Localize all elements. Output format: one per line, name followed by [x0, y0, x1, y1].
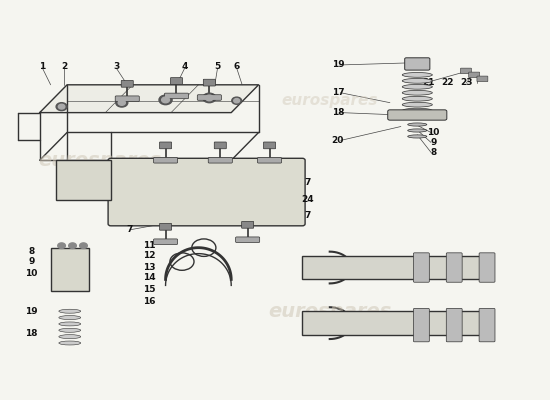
Text: 23: 23 — [460, 78, 473, 87]
Ellipse shape — [59, 335, 81, 339]
Text: 4: 4 — [182, 62, 188, 72]
Circle shape — [203, 93, 216, 103]
FancyBboxPatch shape — [414, 253, 430, 282]
Text: 14: 14 — [143, 273, 156, 282]
Text: eurospares: eurospares — [282, 93, 378, 108]
FancyBboxPatch shape — [214, 142, 226, 149]
Circle shape — [118, 100, 125, 105]
FancyBboxPatch shape — [164, 93, 189, 99]
FancyBboxPatch shape — [469, 72, 480, 78]
Circle shape — [58, 243, 65, 248]
FancyBboxPatch shape — [477, 76, 488, 82]
FancyBboxPatch shape — [446, 253, 462, 282]
Text: 18: 18 — [332, 108, 344, 117]
Text: 12: 12 — [143, 251, 156, 260]
Circle shape — [116, 98, 128, 107]
Text: 10: 10 — [427, 128, 440, 137]
FancyBboxPatch shape — [479, 253, 495, 282]
Ellipse shape — [402, 84, 432, 89]
FancyBboxPatch shape — [204, 79, 216, 86]
Text: 7: 7 — [127, 225, 133, 234]
Ellipse shape — [402, 72, 432, 77]
FancyBboxPatch shape — [153, 239, 178, 244]
FancyBboxPatch shape — [257, 158, 282, 163]
Polygon shape — [302, 256, 483, 280]
Text: 5: 5 — [214, 62, 221, 72]
FancyBboxPatch shape — [197, 95, 221, 100]
Text: 3: 3 — [113, 62, 119, 72]
Text: 17: 17 — [332, 88, 344, 97]
FancyBboxPatch shape — [108, 158, 305, 226]
Ellipse shape — [408, 129, 427, 132]
Text: 8: 8 — [29, 247, 35, 256]
Ellipse shape — [59, 328, 81, 332]
Text: 19: 19 — [25, 307, 38, 316]
FancyBboxPatch shape — [263, 142, 276, 149]
FancyBboxPatch shape — [446, 308, 462, 342]
FancyBboxPatch shape — [414, 308, 430, 342]
Circle shape — [80, 243, 87, 248]
Text: 1: 1 — [39, 62, 46, 72]
Text: 16: 16 — [143, 297, 156, 306]
Circle shape — [234, 98, 240, 103]
Text: 22: 22 — [441, 78, 454, 87]
FancyBboxPatch shape — [460, 68, 471, 74]
Circle shape — [159, 95, 172, 105]
Polygon shape — [56, 160, 111, 200]
Text: 21: 21 — [422, 78, 435, 87]
Ellipse shape — [408, 135, 427, 138]
FancyBboxPatch shape — [405, 58, 430, 70]
Ellipse shape — [402, 78, 432, 83]
Text: 7: 7 — [305, 211, 311, 220]
Ellipse shape — [402, 108, 432, 113]
FancyBboxPatch shape — [241, 222, 254, 228]
Text: 11: 11 — [143, 241, 156, 250]
Text: 10: 10 — [25, 269, 37, 278]
Ellipse shape — [59, 322, 81, 326]
Ellipse shape — [402, 102, 432, 107]
FancyBboxPatch shape — [170, 78, 183, 84]
Text: 18: 18 — [25, 328, 38, 338]
Text: 8: 8 — [431, 148, 437, 157]
Text: 24: 24 — [301, 196, 314, 204]
FancyBboxPatch shape — [153, 158, 178, 163]
Text: eurospares: eurospares — [268, 302, 392, 321]
FancyBboxPatch shape — [208, 158, 232, 163]
FancyBboxPatch shape — [388, 110, 447, 120]
Text: 19: 19 — [332, 60, 344, 70]
FancyBboxPatch shape — [235, 237, 260, 242]
Circle shape — [69, 243, 76, 248]
Circle shape — [232, 97, 241, 104]
Text: 6: 6 — [234, 62, 240, 72]
Ellipse shape — [59, 309, 81, 313]
Circle shape — [56, 103, 67, 111]
Circle shape — [58, 104, 65, 109]
FancyBboxPatch shape — [479, 308, 495, 342]
Text: 9: 9 — [431, 138, 437, 147]
Polygon shape — [40, 85, 258, 113]
Text: 13: 13 — [143, 263, 156, 272]
Polygon shape — [302, 311, 483, 335]
Text: 9: 9 — [28, 257, 35, 266]
Ellipse shape — [402, 96, 432, 101]
Circle shape — [205, 95, 213, 101]
Text: eurospares: eurospares — [38, 151, 162, 170]
Text: 15: 15 — [143, 285, 156, 294]
FancyBboxPatch shape — [160, 224, 172, 230]
FancyBboxPatch shape — [115, 96, 139, 102]
FancyBboxPatch shape — [121, 80, 133, 87]
Ellipse shape — [402, 90, 432, 95]
Ellipse shape — [408, 123, 427, 126]
Ellipse shape — [59, 341, 81, 345]
Polygon shape — [51, 248, 89, 291]
Text: 2: 2 — [61, 62, 68, 72]
Text: 7: 7 — [305, 178, 311, 187]
FancyBboxPatch shape — [160, 142, 172, 149]
Ellipse shape — [59, 316, 81, 320]
Circle shape — [162, 97, 169, 103]
Text: 20: 20 — [332, 136, 344, 145]
